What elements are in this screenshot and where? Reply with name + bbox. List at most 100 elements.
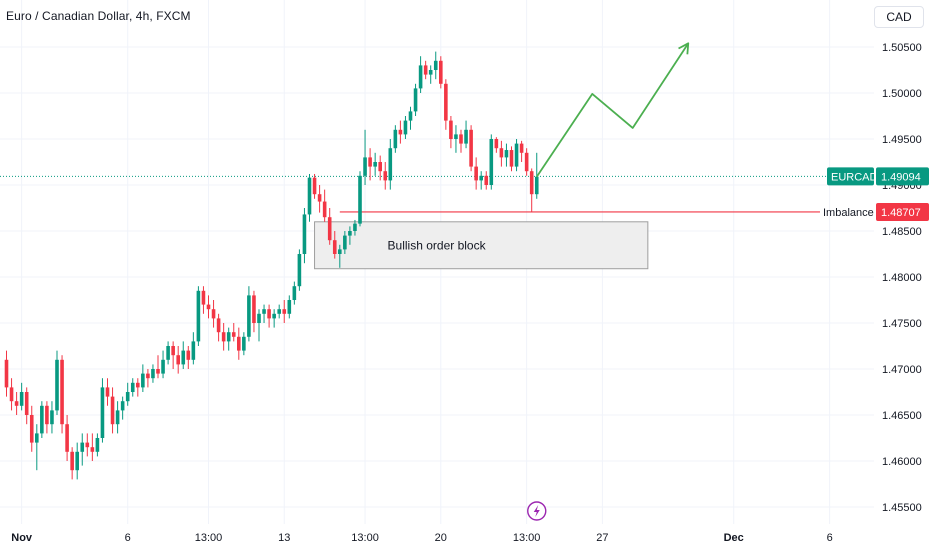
candle xyxy=(529,168,534,212)
time-axis[interactable]: Nov 6 13:00 13 13:00 20 13:00 27 Dec 6 xyxy=(11,532,832,544)
candle xyxy=(287,295,292,319)
candle xyxy=(257,309,261,342)
projection-path[interactable] xyxy=(536,42,690,178)
bullish-order-block-box[interactable] xyxy=(314,221,649,270)
candle xyxy=(130,378,135,397)
candle xyxy=(368,148,372,181)
y-tick-label: 1.45500 xyxy=(882,502,922,514)
imbalance-label-text: Imbalance xyxy=(823,207,874,219)
candle xyxy=(19,382,24,411)
x-tick-label: 13:00 xyxy=(351,532,379,544)
candle xyxy=(196,286,201,346)
candle xyxy=(181,341,186,369)
candle xyxy=(499,140,504,167)
y-tick-label: 1.48500 xyxy=(882,226,922,238)
symbol-title[interactable]: Euro / Canadian Dollar, 4h, FXCM xyxy=(6,9,191,23)
candle xyxy=(100,378,105,443)
candle xyxy=(95,433,100,457)
candle xyxy=(146,369,150,388)
candle xyxy=(383,162,388,190)
candle xyxy=(292,281,297,305)
candle xyxy=(322,189,327,222)
y-tick-label: 1.48000 xyxy=(882,272,922,284)
imbalance-price-value: 1.48707 xyxy=(881,207,921,219)
candle xyxy=(312,173,317,199)
y-tick-label: 1.46500 xyxy=(882,410,922,422)
x-tick-label: 13:00 xyxy=(195,532,223,544)
last-price-axis-label: EURCAD 1.49094 xyxy=(827,167,929,186)
candle xyxy=(45,401,49,434)
candle xyxy=(363,129,367,185)
candle xyxy=(136,378,140,397)
x-tick-label: Nov xyxy=(11,532,33,544)
candle xyxy=(317,185,322,213)
symbol-tag-text: EURCAD xyxy=(831,171,878,183)
candle xyxy=(35,424,39,471)
candle xyxy=(206,295,211,319)
candle xyxy=(282,300,287,323)
x-tick-label: 27 xyxy=(596,532,608,544)
candle xyxy=(348,226,352,245)
candle xyxy=(343,231,347,254)
candle xyxy=(403,116,408,139)
candle xyxy=(166,341,170,365)
y-tick-label: 1.47500 xyxy=(882,318,922,330)
candle xyxy=(433,51,438,80)
candle xyxy=(141,364,145,392)
candle xyxy=(373,152,377,176)
y-tick-label: 1.50500 xyxy=(882,42,922,54)
candle xyxy=(237,327,241,360)
candle xyxy=(378,155,382,181)
candle xyxy=(408,106,413,130)
candle xyxy=(358,171,362,227)
candle xyxy=(338,244,342,268)
candle xyxy=(29,405,34,452)
candle xyxy=(186,346,191,369)
candle xyxy=(439,56,443,89)
candle xyxy=(156,355,160,379)
candle xyxy=(413,83,418,116)
candle xyxy=(70,447,74,480)
candle xyxy=(464,120,468,149)
candle xyxy=(90,433,95,461)
candle xyxy=(9,378,14,411)
candle xyxy=(14,392,19,415)
candle xyxy=(332,231,337,259)
candle xyxy=(262,304,266,323)
lightning-bolt-icon[interactable] xyxy=(527,501,547,521)
candle xyxy=(151,364,155,383)
candle xyxy=(105,378,110,406)
x-tick-label: 13 xyxy=(278,532,290,544)
candle xyxy=(353,219,357,236)
price-axis[interactable]: 1.505001.500001.495001.490001.485001.480… xyxy=(882,42,922,514)
candle xyxy=(469,125,473,172)
candle xyxy=(80,433,85,466)
candle xyxy=(418,56,423,93)
candle xyxy=(226,327,231,351)
last-price-value: 1.49094 xyxy=(881,171,921,183)
candle xyxy=(302,208,307,264)
candle xyxy=(85,433,90,457)
candle xyxy=(242,332,246,356)
y-tick-label: 1.50000 xyxy=(882,88,922,100)
candle xyxy=(494,137,499,153)
candle xyxy=(60,355,64,434)
symbol-tag xyxy=(827,167,874,186)
candle xyxy=(449,116,453,149)
candle xyxy=(489,134,494,190)
candle xyxy=(514,139,519,172)
candle xyxy=(176,346,180,374)
candle xyxy=(201,286,206,314)
order-block-label: Bullish order block xyxy=(388,238,487,252)
currency-button[interactable]: CAD xyxy=(874,6,924,28)
candle xyxy=(272,309,276,328)
projection-line[interactable] xyxy=(536,42,690,178)
candle xyxy=(125,382,130,406)
candlestick-series xyxy=(4,51,539,480)
candle xyxy=(479,171,483,190)
candle xyxy=(110,387,115,434)
candle xyxy=(211,300,216,328)
candle xyxy=(307,173,312,222)
candle xyxy=(509,146,514,172)
